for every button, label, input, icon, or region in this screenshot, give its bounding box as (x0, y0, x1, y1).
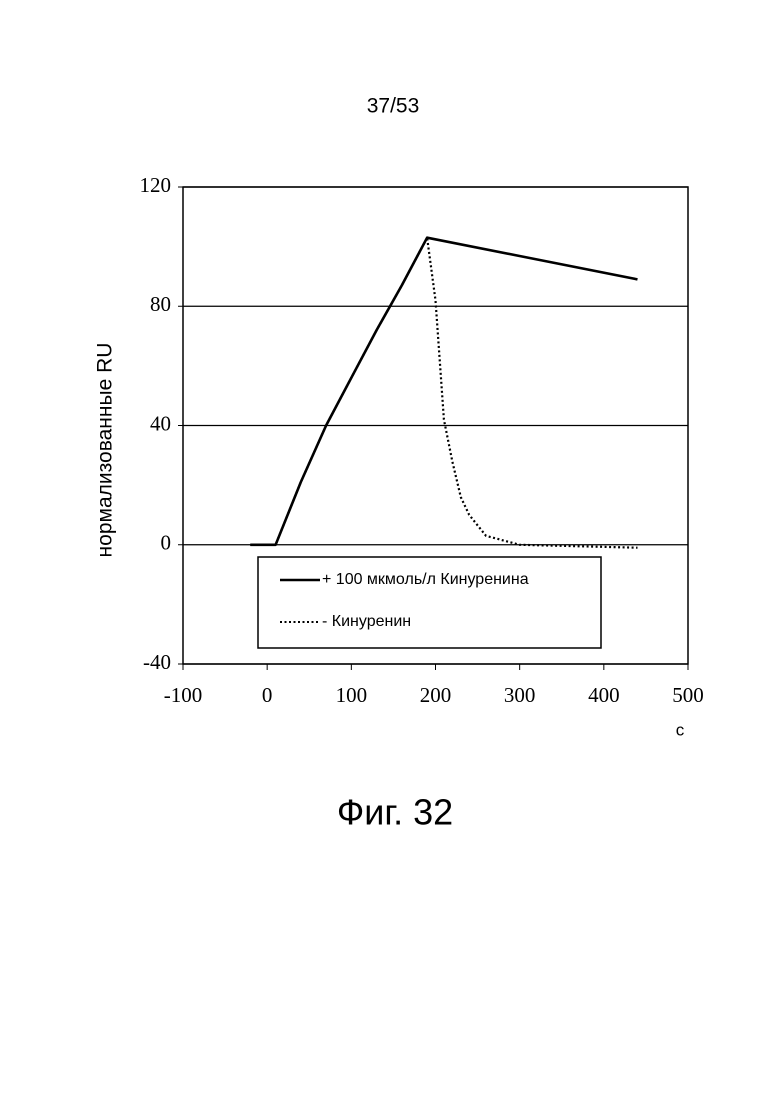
y-tick-label: 0 (161, 531, 172, 555)
series-line (250, 238, 637, 548)
y-tick-label: 120 (140, 173, 172, 197)
y-tick-label: 80 (150, 292, 171, 316)
figure-label: Фиг. 32 (337, 792, 453, 833)
x-tick-label: 500 (672, 683, 704, 707)
x-tick-label: 300 (504, 683, 536, 707)
x-axis-label: с (676, 720, 685, 739)
legend-label: - Кинуренин (322, 613, 411, 630)
legend-label: + 100 мкмоль/л Кинуренина (322, 571, 529, 588)
page-number: 37/53 (367, 95, 420, 118)
chart: 37/53 нормализованные RU с Фиг. 32 -40 0 4… (0, 0, 780, 1103)
series-line (250, 238, 637, 545)
x-tick-label: 0 (262, 683, 273, 707)
y-axis-label: нормализованные RU (94, 343, 117, 558)
x-tick-label: 400 (588, 683, 620, 707)
x-tick-label: -100 (164, 683, 203, 707)
y-tick-label: 40 (150, 411, 171, 435)
y-tick-label: -40 (143, 650, 171, 674)
x-tick-label: 100 (336, 683, 368, 707)
x-tick-label: 200 (420, 683, 452, 707)
page: 37/53 нормализованные RU с Фиг. 32 -40 0 4… (0, 0, 780, 1103)
